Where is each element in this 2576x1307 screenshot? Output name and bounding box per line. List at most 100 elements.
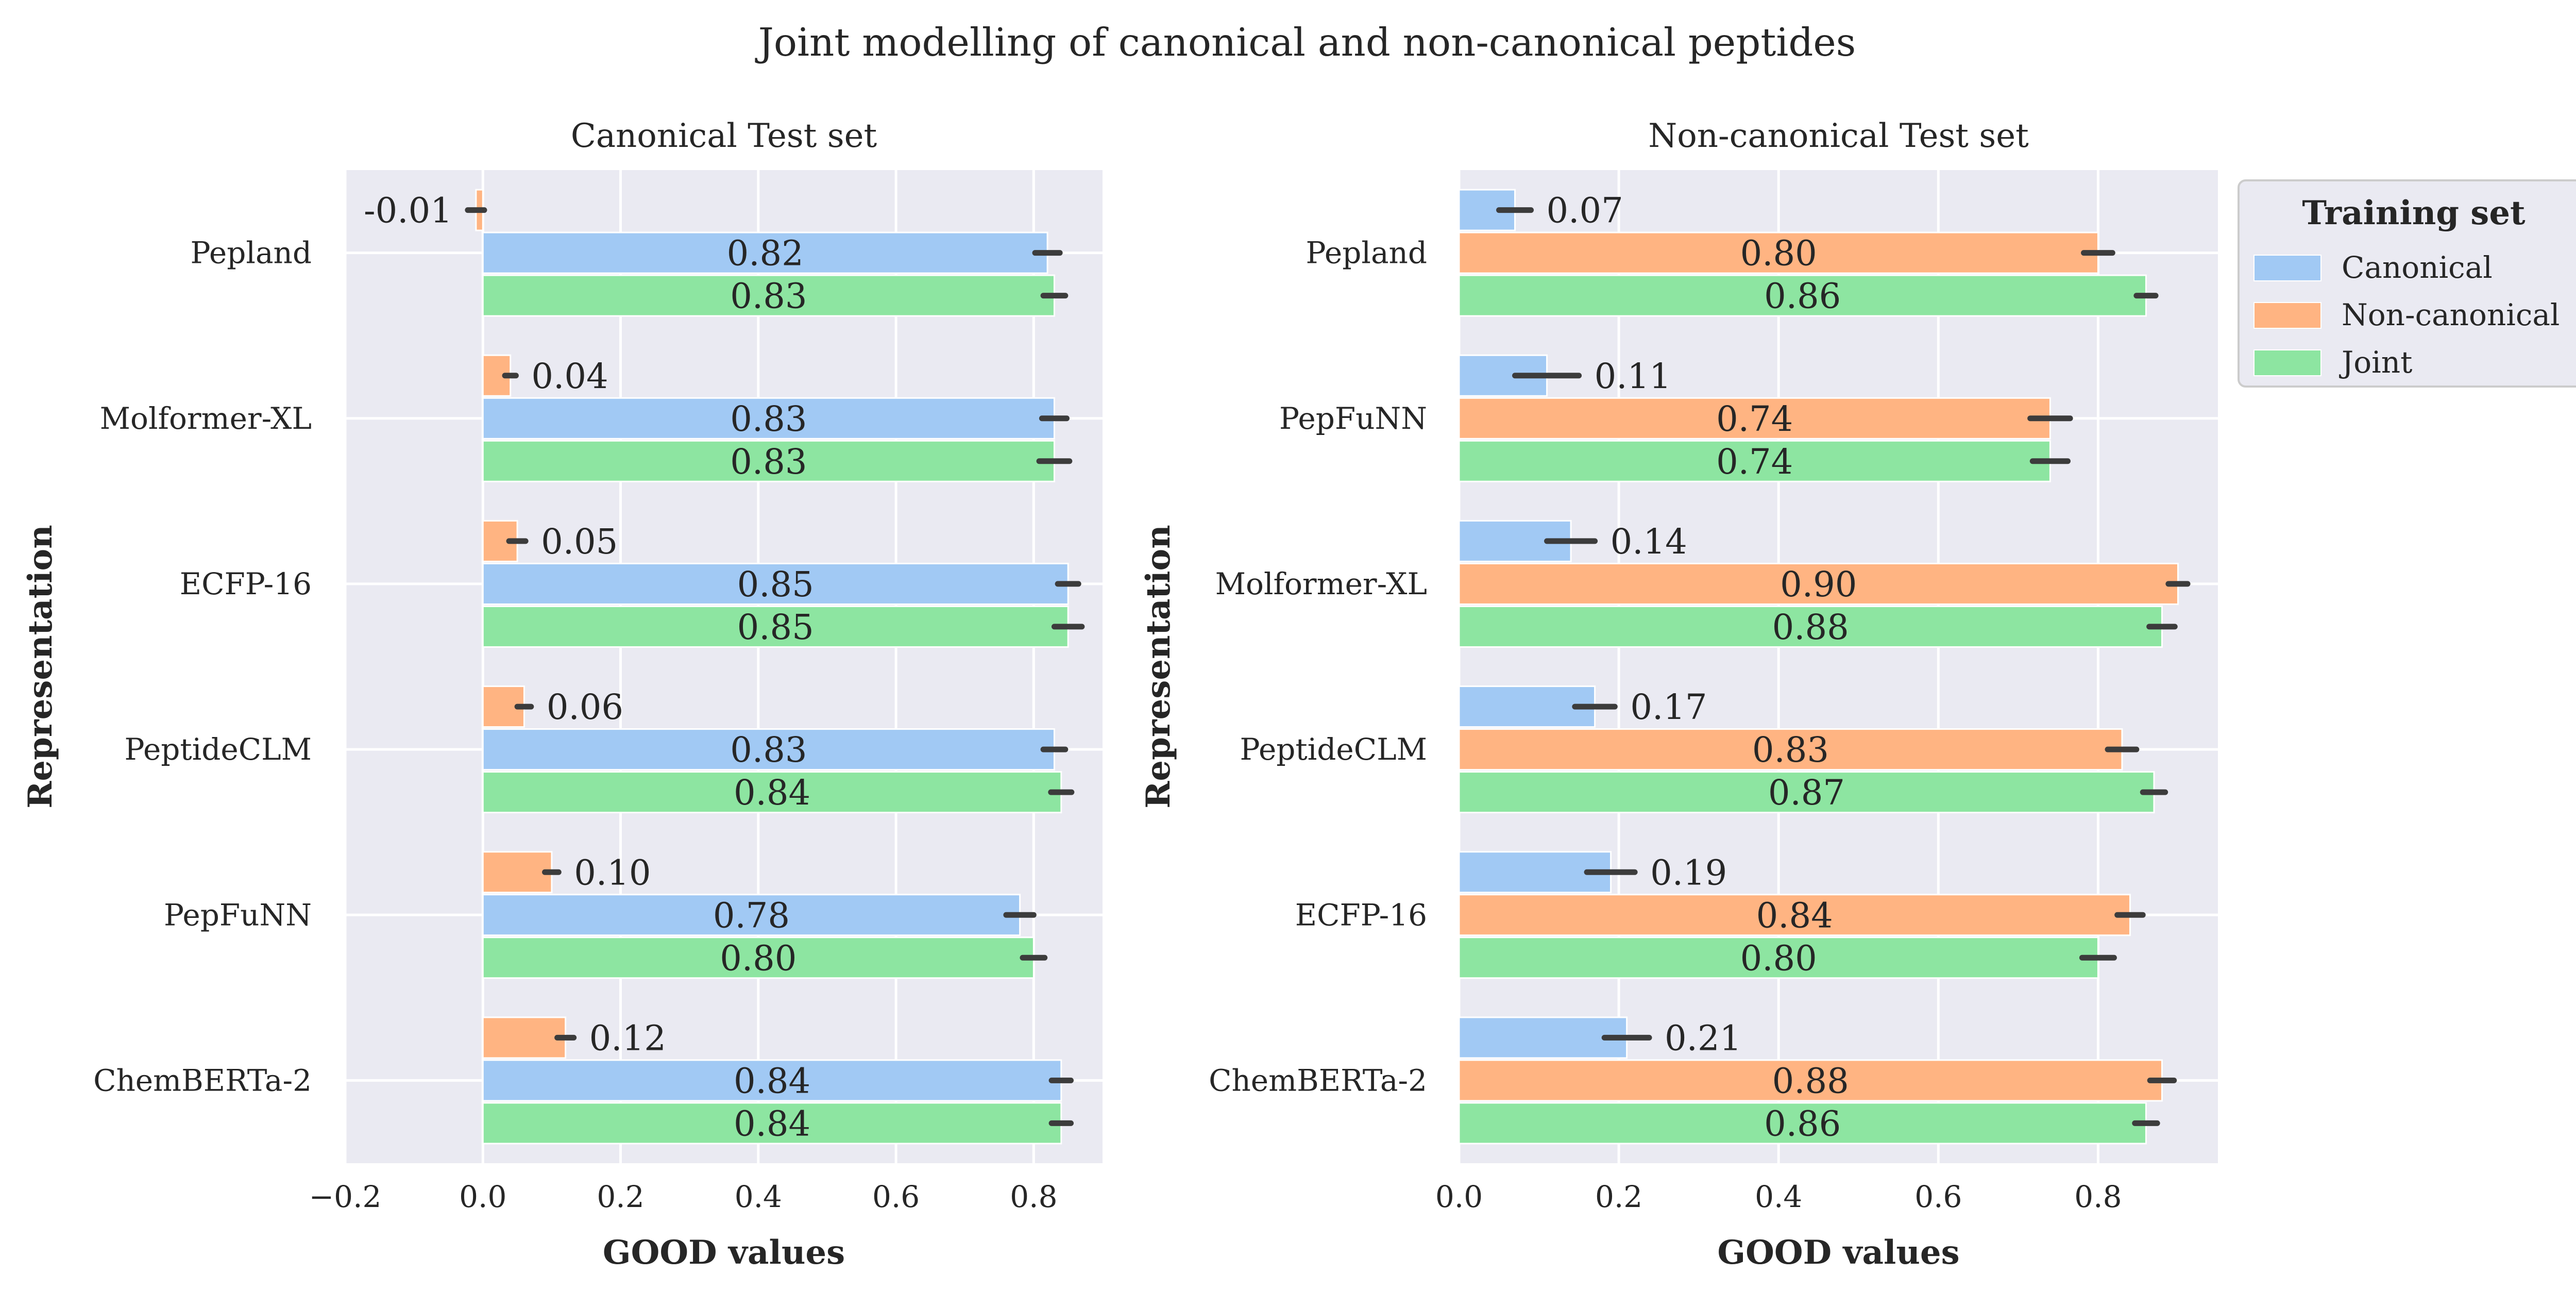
bar-non-canonical-chemberta-2 [482, 1016, 567, 1059]
data-label: 0.88 [1772, 1061, 1849, 1101]
data-label: 0.74 [1716, 399, 1793, 439]
legend-swatch-joint [2253, 349, 2321, 376]
legend-swatch-canonical [2253, 255, 2321, 281]
x-tick-label: 0.0 [459, 1179, 506, 1214]
data-label: 0.88 [1772, 607, 1849, 647]
data-label: 0.19 [1650, 852, 1727, 893]
bar-non-canonical-peptideclm [1458, 728, 2123, 771]
data-label: 0.07 [1547, 191, 1623, 231]
data-label: 0.12 [589, 1018, 666, 1058]
data-label: 0.83 [1752, 730, 1829, 770]
legend-box [2238, 179, 2576, 388]
bar-joint-pepland [482, 274, 1055, 317]
data-label: 0.90 [1780, 564, 1857, 605]
data-label: 0.84 [734, 1103, 810, 1144]
plot-area [345, 170, 1103, 1163]
y-tick-label: ECFP-16 [180, 566, 312, 601]
x-tick-label: 0.0 [1435, 1179, 1483, 1214]
y-axis-label: Representation [21, 525, 60, 809]
data-label: 0.80 [1740, 233, 1817, 274]
data-label: 0.83 [730, 730, 807, 770]
data-label: 0.04 [531, 356, 608, 396]
x-tick-label: −0.2 [309, 1179, 382, 1214]
bar-joint-molformer-xl [1458, 605, 2163, 648]
data-label: -0.01 [364, 191, 452, 231]
data-label: 0.14 [1611, 522, 1687, 562]
panel-non-canonical-test-set: 0.0 0.2 0.4 0.6 0.80.070.800.86Pepland0.110.… [1139, 117, 2218, 1272]
legend-item-joint: Joint [2339, 345, 2412, 380]
data-label: 0.82 [727, 233, 804, 274]
bar-joint-peptideclm [1458, 771, 2155, 814]
y-axis-label: Representation [1139, 525, 1178, 809]
data-label: 0.80 [720, 938, 796, 978]
data-label: 0.86 [1764, 276, 1841, 316]
data-label: 0.74 [1716, 442, 1793, 482]
bar-joint-molformer-xl [482, 440, 1055, 482]
data-label: 0.11 [1595, 356, 1671, 396]
y-tick-label: ChemBERTa-2 [1209, 1063, 1427, 1098]
x-tick-label: 0.6 [1914, 1179, 1962, 1214]
bar-non-canonical-pepland [1458, 231, 2099, 274]
data-label: 0.84 [734, 1061, 810, 1101]
data-label: 0.83 [730, 442, 807, 482]
data-label: 0.21 [1665, 1018, 1741, 1058]
subplot-title: Canonical Test set [571, 117, 877, 155]
y-tick-label: Molformer-XL [1215, 566, 1427, 601]
data-label: 0.85 [737, 564, 814, 605]
y-tick-label: Molformer-XL [100, 401, 312, 436]
y-tick-label: Pepland [1306, 236, 1427, 271]
legend-item-canonical: Canonical [2342, 250, 2493, 285]
bar-joint-chemberta-2 [1458, 1102, 2147, 1145]
x-tick-label: 0.4 [1755, 1179, 1802, 1214]
y-tick-label: ECFP-16 [1295, 897, 1427, 932]
x-tick-label: 0.8 [2074, 1179, 2122, 1214]
data-label: 0.10 [574, 852, 651, 893]
panel-canonical-test-set: −0.2 0.0 0.2 0.4 0.6 0.8-0.010.820.83Pepland0… [21, 117, 1103, 1272]
bar-canonical-pepland [482, 231, 1048, 274]
y-tick-label: PeptideCLM [1240, 732, 1427, 767]
data-label: 0.06 [547, 687, 623, 727]
bar-joint-chemberta-2 [482, 1102, 1062, 1145]
y-tick-label: Pepland [191, 236, 312, 271]
bar-canonical-chemberta-2 [1458, 1016, 1628, 1059]
bar-joint-peptideclm [482, 771, 1062, 814]
y-tick-label: PepFuNN [1279, 401, 1427, 436]
bar-joint-pepfunn [482, 936, 1035, 979]
data-label: 0.80 [1740, 938, 1817, 978]
subplot-title: Non-canonical Test set [1648, 117, 2029, 155]
data-label: 0.17 [1630, 687, 1707, 727]
x-tick-label: 0.2 [1595, 1179, 1642, 1214]
legend-swatch-non-canonical [2253, 302, 2321, 329]
y-tick-label: PepFuNN [164, 897, 312, 932]
bar-non-canonical-chemberta-2 [1458, 1059, 2163, 1102]
data-label: 0.83 [730, 399, 807, 439]
bar-canonical-peptideclm [482, 728, 1055, 771]
bar-canonical-ecfp-16 [482, 562, 1069, 605]
y-tick-label: PeptideCLM [125, 732, 312, 767]
data-label: 0.83 [730, 276, 807, 316]
x-tick-label: 0.6 [872, 1179, 920, 1214]
legend: Training set Canonical Non-canonical Joint [2238, 179, 2576, 388]
x-tick-label: 0.8 [1010, 1179, 1057, 1214]
bar-non-canonical-molformer-xl [1458, 562, 2179, 605]
data-label: 0.05 [541, 522, 618, 562]
bar-non-canonical-pepfunn [482, 851, 553, 894]
data-label: 0.78 [713, 895, 790, 935]
data-label: 0.84 [1756, 895, 1833, 935]
data-label: 0.85 [737, 607, 814, 647]
x-tick-label: 0.2 [597, 1179, 644, 1214]
legend-title: Training set [2302, 194, 2526, 232]
data-label: 0.87 [1768, 773, 1845, 813]
data-label: 0.86 [1764, 1103, 1841, 1144]
bar-joint-ecfp-16 [1458, 936, 2099, 979]
x-axis-label: GOOD values [603, 1233, 845, 1272]
x-tick-label: 0.4 [735, 1179, 782, 1214]
y-tick-label: ChemBERTa-2 [93, 1063, 312, 1098]
figure-title: Joint modelling of canonical and non-can… [755, 20, 1856, 65]
x-axis-label: GOOD values [1717, 1233, 1959, 1272]
data-label: 0.84 [734, 773, 810, 813]
bar-non-canonical-ecfp-16 [1458, 894, 2131, 936]
plot-area [1459, 170, 2218, 1163]
